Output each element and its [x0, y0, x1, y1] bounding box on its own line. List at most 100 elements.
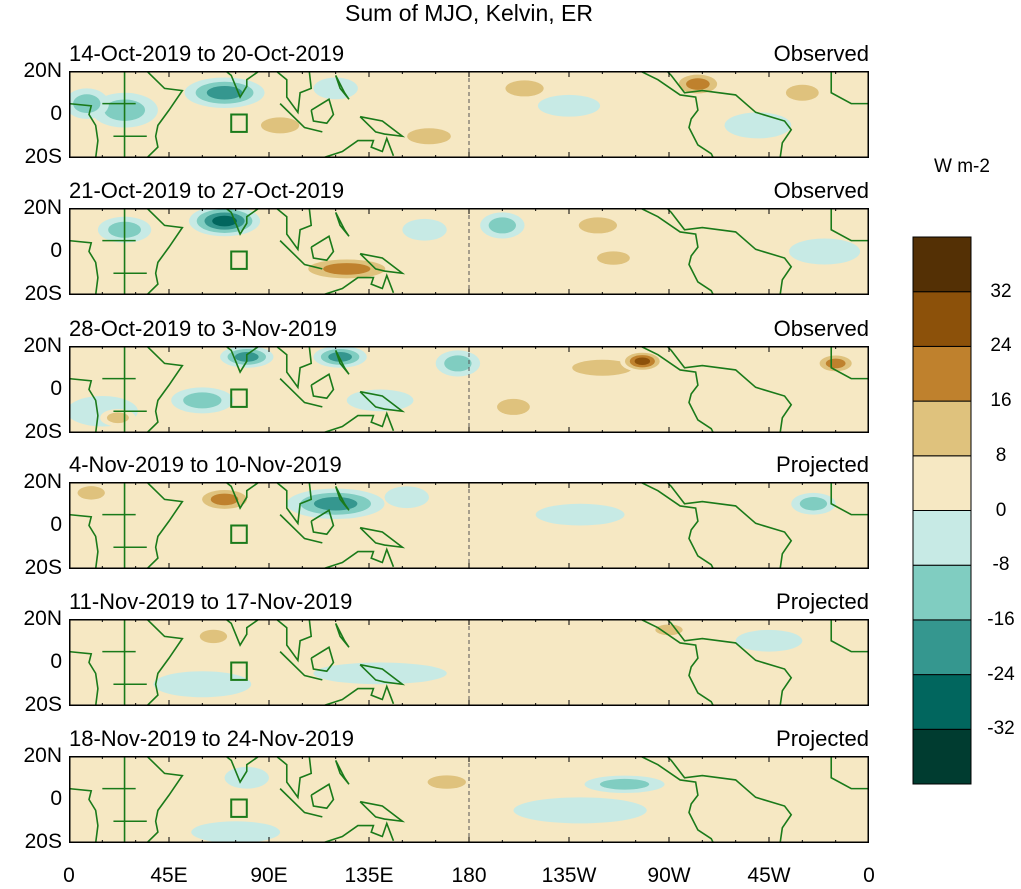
anomaly-contour — [444, 355, 472, 372]
anomaly-contour — [785, 84, 819, 101]
y-tick-label: 20S — [24, 693, 62, 716]
coastline — [638, 482, 715, 569]
coastline — [638, 619, 715, 706]
anomaly-contour — [427, 775, 466, 789]
panel-frame — [69, 71, 869, 158]
coastline — [830, 208, 869, 242]
coastline — [69, 650, 99, 706]
y-tick-label: 0 — [50, 650, 62, 673]
anomaly-contour — [578, 217, 618, 234]
colorbar-tick-label: 24 — [990, 335, 1012, 357]
anomaly-contour — [402, 218, 447, 241]
anomaly-contour — [210, 493, 239, 506]
x-tick-label: 0 — [63, 864, 75, 887]
anomaly-contour — [488, 217, 517, 234]
anomaly-contour — [789, 238, 861, 265]
coastline — [69, 513, 99, 569]
coastline — [279, 103, 323, 133]
colorbar-tick-label: -32 — [987, 718, 1015, 740]
map-panel — [69, 756, 869, 843]
coastline — [310, 509, 335, 536]
map-panel — [69, 208, 869, 295]
coastline — [146, 619, 184, 706]
anomaly-contour — [260, 117, 300, 134]
coastline — [224, 208, 261, 236]
coastline — [638, 208, 715, 295]
colorbar-swatch — [912, 728, 972, 785]
panel-frame — [69, 482, 869, 569]
map-panel — [69, 619, 869, 706]
coastline — [830, 619, 869, 653]
coastline — [146, 208, 184, 295]
coastline — [638, 756, 715, 843]
colorbar-swatch — [912, 400, 972, 457]
anomaly-contour — [77, 486, 105, 500]
y-tick-label: 20N — [23, 196, 62, 219]
y-tick-label: 20S — [24, 145, 62, 168]
coastline — [359, 526, 406, 549]
anomaly-contour — [309, 756, 363, 778]
coastline — [274, 346, 313, 390]
coastline — [322, 273, 395, 295]
anomaly-contour — [799, 497, 828, 511]
coastline — [322, 684, 395, 706]
anomaly-contour — [73, 94, 101, 113]
y-tick-label: 20S — [24, 420, 62, 443]
x-tick-label: 45W — [747, 864, 791, 887]
y-tick-label: 20N — [23, 470, 62, 493]
x-tick-label: 90E — [250, 864, 288, 887]
anomaly-contour — [535, 503, 625, 526]
panel-date-range: 28-Oct-2019 to 3-Nov-2019 — [69, 316, 337, 341]
anomaly-contour — [323, 263, 371, 275]
coastline — [830, 71, 869, 105]
coastline — [359, 663, 406, 686]
coastline — [830, 756, 869, 790]
anomaly-contour — [655, 624, 683, 636]
anomaly-contour — [407, 128, 451, 145]
anomaly-contour — [313, 77, 358, 100]
colorbar-swatch — [912, 455, 972, 512]
panel-status: Observed — [773, 316, 869, 341]
anomaly-contour — [634, 357, 651, 366]
coastline — [146, 346, 184, 433]
y-tick-label: 0 — [50, 239, 62, 262]
coastline — [322, 821, 395, 843]
coastline — [274, 756, 313, 800]
region-box — [230, 388, 248, 408]
y-tick-label: 20S — [24, 830, 62, 853]
y-tick-label: 20S — [24, 282, 62, 305]
colorbar-tick-label: -24 — [987, 663, 1015, 685]
y-tick-label: 0 — [50, 787, 62, 810]
panel-status: Observed — [773, 41, 869, 66]
panel-date-range: 4-Nov-2019 to 10-Nov-2019 — [69, 452, 342, 477]
coastline — [334, 211, 350, 237]
coastline — [69, 239, 99, 295]
coastline — [310, 235, 335, 262]
chart-title: Sum of MJO, Kelvin, ER — [345, 0, 593, 26]
coastline — [69, 377, 99, 433]
y-tick-label: 20N — [23, 334, 62, 357]
y-tick-label: 20S — [24, 556, 62, 579]
colorbar-tick-label: -8 — [992, 554, 1010, 576]
anomaly-contour — [497, 398, 530, 415]
panel-status: Projected — [776, 452, 869, 477]
coastline — [279, 788, 323, 818]
coastline — [638, 71, 715, 158]
region-box — [230, 250, 248, 270]
anomaly-contour — [313, 496, 358, 511]
colorbar-tick-label: 32 — [990, 280, 1012, 302]
coastline — [274, 482, 313, 526]
anomaly-contour — [313, 662, 447, 685]
coastline — [322, 136, 395, 158]
coastline — [322, 547, 395, 569]
colorbar-swatch — [912, 619, 972, 676]
coastline — [310, 646, 335, 673]
y-tick-label: 0 — [50, 513, 62, 536]
panel-date-range: 21-Oct-2019 to 27-Oct-2019 — [69, 178, 345, 203]
coastline — [274, 208, 313, 252]
map-panel — [69, 482, 869, 569]
y-tick-label: 0 — [50, 102, 62, 125]
coastline — [359, 800, 406, 823]
colorbar-tick-label: 8 — [995, 444, 1007, 466]
anomaly-contour — [124, 529, 192, 556]
